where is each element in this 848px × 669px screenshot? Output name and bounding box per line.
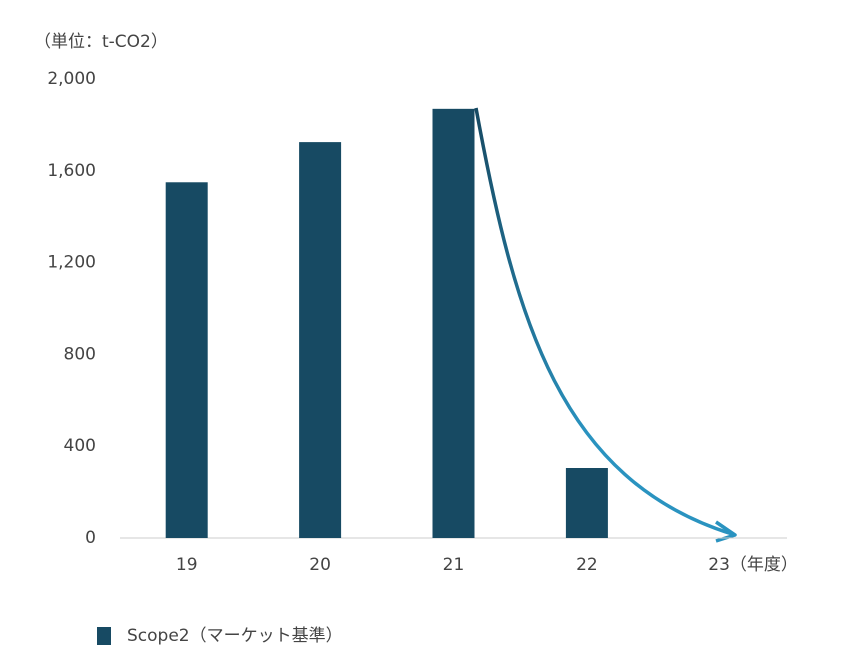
unit-label: （単位：t-CO2） [34, 32, 168, 52]
bar [299, 142, 342, 539]
x-tick-label: 22 [576, 555, 598, 575]
x-tick-label: 23（年度） [708, 555, 798, 575]
bar [165, 182, 208, 538]
y-tick-label: 1,200 [47, 253, 96, 273]
x-tick-label: 21 [443, 555, 465, 575]
y-tick-label: 1,600 [47, 161, 96, 181]
y-tick-label: 400 [64, 436, 96, 456]
arrow-head [715, 520, 737, 543]
y-tick-label: 2,000 [47, 69, 96, 89]
x-tick-label: 19 [176, 555, 198, 575]
legend-swatch [97, 627, 111, 645]
legend-label: Scope2（マーケット基準） [127, 626, 343, 646]
trend-arrow [474, 107, 733, 536]
bar [565, 468, 608, 538]
bar [432, 108, 475, 539]
y-tick-label: 800 [64, 344, 96, 364]
x-tick-label: 20 [309, 555, 331, 575]
y-tick-label: 0 [85, 528, 96, 548]
